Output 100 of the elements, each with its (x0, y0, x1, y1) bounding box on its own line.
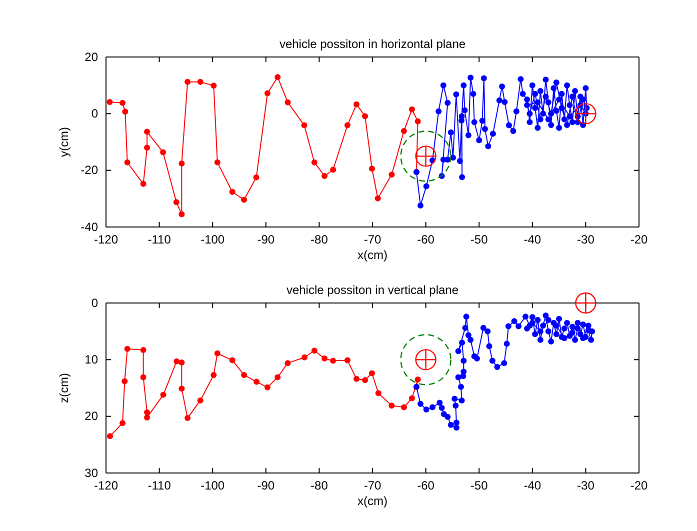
point (210, 372, 217, 378)
point (184, 78, 191, 85)
point (160, 149, 166, 156)
point (241, 372, 248, 378)
point (173, 199, 180, 206)
point (210, 82, 217, 89)
point (322, 173, 328, 179)
point (184, 415, 191, 422)
point (254, 378, 260, 385)
point (124, 159, 130, 166)
point (322, 356, 328, 362)
x-tick-label: -80 (310, 232, 328, 247)
x-tick-label: -100 (200, 478, 225, 493)
x-tick-label: -110 (148, 478, 172, 493)
x-tick-label: -30 (577, 232, 595, 247)
point (229, 357, 236, 364)
point (375, 390, 382, 396)
point (106, 99, 113, 106)
x-tick-label: -80 (310, 478, 328, 493)
point (274, 374, 281, 380)
point (197, 397, 204, 404)
point (241, 196, 248, 203)
point (144, 144, 150, 151)
point (124, 346, 130, 352)
y-tick-label: -20 (80, 163, 98, 178)
point (408, 395, 415, 402)
point (284, 99, 291, 106)
point (178, 211, 185, 218)
point (330, 358, 336, 364)
y-tick-label: 20 (84, 409, 98, 424)
point (400, 404, 407, 410)
y-tick-label: 0 (91, 106, 98, 121)
x-tick-label: -40 (524, 232, 542, 247)
point (178, 160, 185, 167)
x-tick-label: -70 (364, 478, 382, 493)
point (330, 166, 336, 173)
x-tick-label: -50 (470, 478, 488, 493)
x-tick-label: -30 (577, 478, 595, 493)
point (144, 409, 150, 416)
point (400, 130, 452, 182)
point (122, 378, 128, 384)
chart-title: vehicle possiton in vertical plane (286, 283, 459, 297)
point (284, 360, 291, 366)
point (144, 128, 150, 135)
x-tick-label: -20 (630, 232, 648, 247)
x-axis-title: x(cm) (358, 248, 388, 262)
point (178, 360, 185, 366)
point (344, 357, 350, 364)
point (354, 376, 360, 382)
point (302, 354, 308, 360)
point (408, 106, 415, 112)
point (311, 348, 318, 354)
point (214, 159, 220, 166)
point (178, 386, 185, 392)
point (274, 74, 281, 80)
x-tick-label: -70 (364, 232, 382, 247)
y-tick-label: 10 (84, 352, 98, 367)
y-tick-label: -40 (80, 220, 98, 234)
x-tick-label: -90 (257, 232, 275, 247)
point (120, 100, 126, 106)
point (264, 384, 270, 390)
point (301, 122, 308, 128)
point (344, 122, 350, 128)
x-tick-label: -100 (200, 232, 225, 247)
point (362, 377, 368, 384)
point (388, 402, 395, 409)
point (368, 370, 375, 376)
point (106, 433, 113, 440)
point (400, 334, 452, 386)
x-tick-label: -120 (94, 478, 118, 493)
point (414, 118, 421, 124)
point (311, 159, 318, 166)
x-tick-label: -40 (524, 478, 542, 493)
point (388, 172, 395, 178)
point (354, 101, 360, 108)
point (140, 347, 146, 354)
point (575, 103, 596, 124)
x-tick-label: -110 (148, 232, 172, 247)
point (368, 166, 375, 172)
point (264, 90, 270, 96)
point (362, 113, 368, 120)
x-tick-label: -60 (417, 232, 435, 247)
y-tick-label: 30 (84, 466, 98, 480)
point (414, 376, 421, 382)
x-tick-label: -50 (470, 232, 488, 247)
y-tick-label: 0 (91, 296, 98, 310)
x-tick-label: -90 (257, 478, 275, 493)
point (400, 128, 407, 134)
point (160, 392, 166, 398)
x-axis-title: x(cm) (358, 494, 388, 508)
x-tick-label: -60 (417, 478, 435, 493)
x-tick-label: -120 (94, 232, 118, 247)
point (214, 350, 220, 356)
point (374, 195, 381, 202)
y-axis-title: z(cm) (57, 373, 71, 403)
chart-title: vehicle possiton in horizontal plane (279, 37, 466, 51)
point (174, 358, 180, 364)
point (229, 188, 236, 195)
x-tick-label: -20 (630, 478, 648, 493)
point (120, 420, 126, 426)
